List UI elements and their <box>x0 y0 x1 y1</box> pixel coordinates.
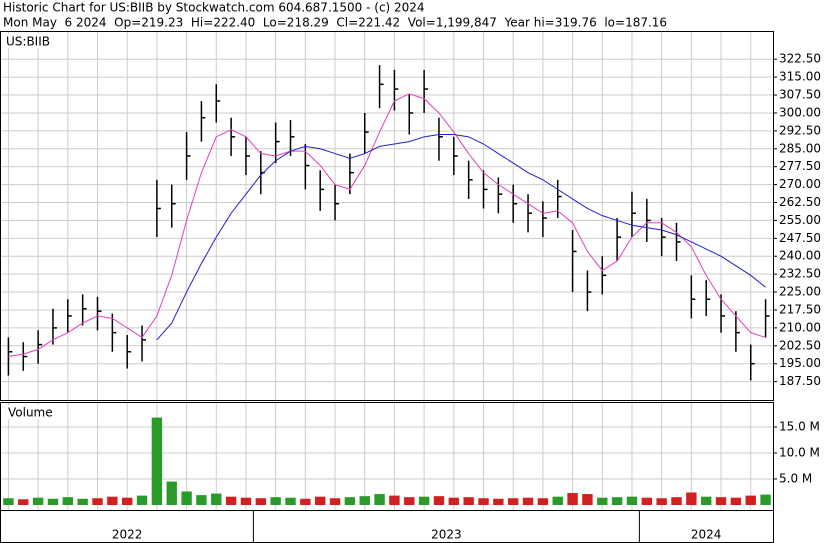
volume-bar <box>507 498 519 505</box>
volume-bar <box>760 494 771 505</box>
volume-bar <box>656 498 667 505</box>
volume-bar <box>196 495 207 505</box>
price-frame <box>0 31 774 401</box>
volume-bar <box>626 496 638 505</box>
y2-tick-label: 15.0 M <box>779 419 820 433</box>
volume-bar <box>240 497 252 505</box>
y-tick-label: 285.00 <box>779 141 821 155</box>
x-tick-label: 2024 <box>691 528 722 542</box>
volume-bar <box>255 498 267 505</box>
volume-bar <box>359 496 370 505</box>
volume-bar <box>329 498 341 505</box>
volume-bar <box>62 497 74 505</box>
volume-bar <box>151 417 163 505</box>
volume-bar <box>567 493 578 505</box>
y-tick-label: 210.00 <box>779 320 821 334</box>
volume-bar <box>211 493 222 505</box>
volume-bar <box>32 497 44 505</box>
y-tick-label: 217.50 <box>779 302 821 316</box>
volume-bar <box>700 496 712 505</box>
y-tick-label: 270.00 <box>779 177 821 191</box>
volume-bar <box>671 497 682 505</box>
chart-subtitle: Mon May 6 2024 Op=219.23 Hi=222.40 Lo=21… <box>3 16 667 30</box>
volume-bar <box>374 494 385 505</box>
y-tick-label: 322.50 <box>779 52 821 66</box>
y-tick-label: 240.00 <box>779 249 821 263</box>
volume-label: Volume <box>8 406 53 420</box>
y2-tick-label: 10.0 M <box>779 445 820 459</box>
volume-bar <box>478 498 489 505</box>
volume-bar <box>107 496 118 505</box>
volume-bar <box>18 499 29 505</box>
volume-bar <box>314 496 326 505</box>
volume-bar <box>730 497 742 505</box>
y-tick-label: 232.50 <box>779 267 821 281</box>
y-tick-label: 300.00 <box>779 105 821 119</box>
y-tick-label: 307.50 <box>779 88 821 102</box>
volume-bar <box>3 498 14 505</box>
y-tick-label: 262.50 <box>779 195 821 209</box>
volume-bar <box>404 497 415 505</box>
symbol-label: US:BIIB <box>6 35 50 49</box>
volume-bar <box>715 497 727 505</box>
y-tick-label: 255.00 <box>779 213 821 227</box>
volume-bar <box>463 497 474 505</box>
volume-bar <box>270 497 281 505</box>
moving-average-line <box>156 133 766 341</box>
volume-bar <box>225 496 237 505</box>
y-tick-label: 225.00 <box>779 285 821 299</box>
volume-bar <box>77 498 88 505</box>
x-tick-label: 2022 <box>112 528 143 542</box>
volume-bar <box>136 495 148 505</box>
volume-bar <box>47 498 59 505</box>
volume-bar <box>389 495 400 505</box>
y-tick-label: 247.50 <box>779 231 821 245</box>
volume-bar <box>300 498 311 505</box>
volume-bar <box>582 494 593 505</box>
volume-bar <box>493 498 504 505</box>
y2-tick-label: 5.0 M <box>779 471 812 485</box>
y-tick-label: 202.50 <box>779 338 821 352</box>
y-tick-label: 187.50 <box>779 374 821 388</box>
x-tick-label: 2023 <box>431 528 462 542</box>
y-tick-label: 277.50 <box>779 159 821 173</box>
y-tick-label: 315.00 <box>779 70 821 84</box>
volume-bar <box>433 496 445 505</box>
volume-bar <box>418 496 430 505</box>
volume-bar <box>611 497 623 505</box>
volume-bar <box>537 498 549 505</box>
volume-bar <box>522 497 534 505</box>
volume-bar <box>166 481 177 505</box>
volume-bar <box>92 498 103 505</box>
moving-average-line <box>8 93 766 358</box>
volume-bar <box>181 491 192 505</box>
volume-bar <box>552 496 563 505</box>
volume-bar <box>641 497 653 505</box>
y-tick-label: 195.00 <box>779 356 821 370</box>
y-tick-label: 292.50 <box>779 123 821 137</box>
symbol-bg <box>3 34 59 48</box>
volume-bar <box>121 497 133 505</box>
volume-bar <box>597 497 608 505</box>
volume-bar <box>285 497 296 505</box>
volume-bar <box>344 497 356 505</box>
volume-label-bg <box>3 405 57 419</box>
chart-title: Historic Chart for US:BIIB by Stockwatch… <box>3 1 425 15</box>
volume-bar <box>745 495 756 505</box>
volume-bar <box>448 497 460 505</box>
volume-bar <box>686 492 697 505</box>
